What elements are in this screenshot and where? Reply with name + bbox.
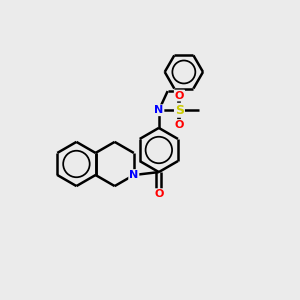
Text: O: O xyxy=(154,189,164,199)
Text: O: O xyxy=(175,120,184,130)
Text: N: N xyxy=(154,105,164,115)
Text: S: S xyxy=(175,104,184,117)
Text: N: N xyxy=(129,170,138,180)
Text: O: O xyxy=(175,91,184,100)
